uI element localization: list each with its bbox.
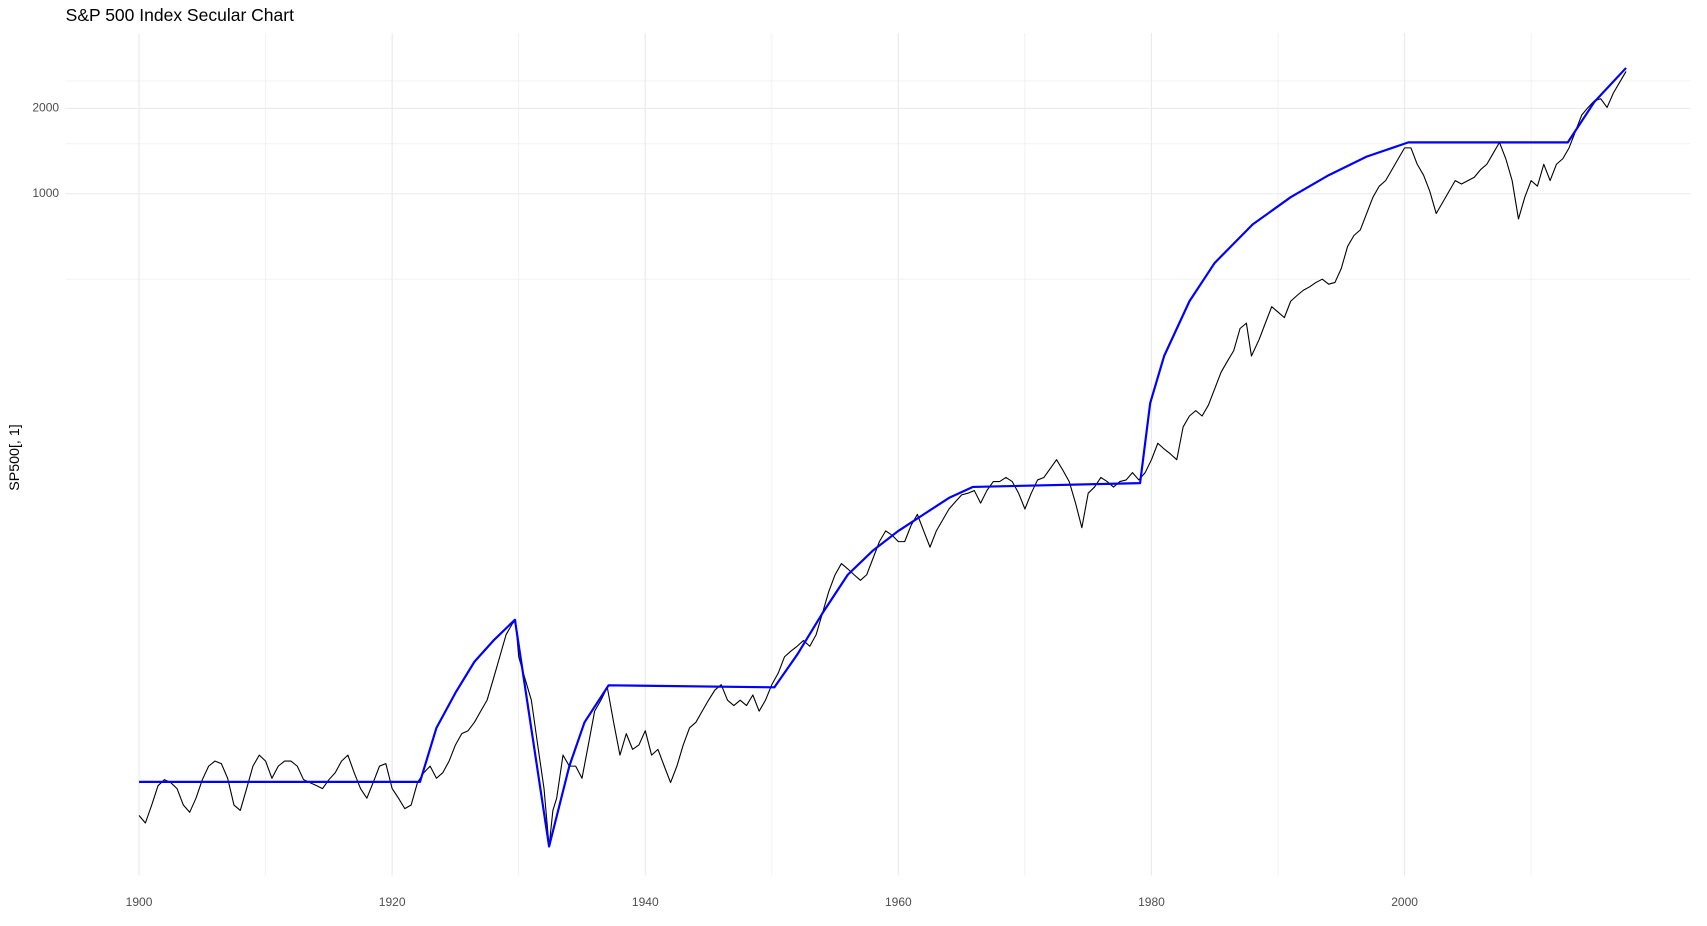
x-tick-label: 2000 [1391, 895, 1418, 909]
x-tick-label: 1940 [632, 895, 659, 909]
chart-title: S&P 500 Index Secular Chart [66, 5, 294, 25]
tick-labels: 1000 2000 1900 1920 1940 1960 1980 2000 [32, 101, 1418, 909]
lines [138, 67, 1627, 848]
y-tick-label: 1000 [32, 186, 59, 200]
data-line [139, 67, 1627, 848]
y-axis-title: SP500[, 1] [7, 424, 23, 490]
grid [65, 32, 1691, 876]
x-tick-label: 1900 [126, 895, 153, 909]
x-tick-label: 1920 [379, 895, 406, 909]
x-tick-label: 1960 [885, 895, 912, 909]
data-line [138, 71, 1627, 848]
y-tick-label: 2000 [32, 101, 59, 115]
x-tick-label: 1980 [1138, 895, 1165, 909]
